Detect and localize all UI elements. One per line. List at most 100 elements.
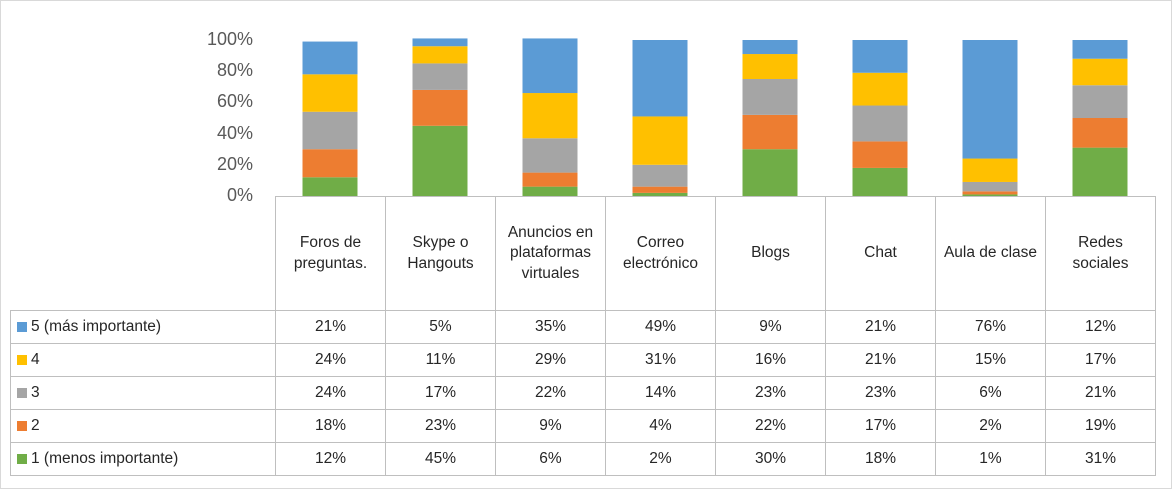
- category-label: Foros de preguntas.: [275, 196, 386, 311]
- table-cell: 23%: [715, 376, 826, 410]
- bar-segment: [522, 186, 578, 196]
- table-cell: 18%: [825, 442, 936, 476]
- bar-segment: [302, 177, 358, 196]
- table-cell: 29%: [495, 343, 606, 377]
- table-cell: 49%: [605, 310, 716, 344]
- table-cell: 12%: [1045, 310, 1156, 344]
- table-cell: 9%: [715, 310, 826, 344]
- legend-label: 3: [31, 383, 40, 401]
- table-cell: 23%: [825, 376, 936, 410]
- bar-segment: [522, 172, 578, 187]
- bar-segment: [962, 181, 1018, 192]
- bar-segment: [302, 74, 358, 112]
- bar-segment: [962, 158, 1018, 182]
- y-tick-label: 80%: [216, 60, 253, 81]
- table-cell: 21%: [825, 343, 936, 377]
- y-tick-label: 40%: [216, 122, 253, 143]
- category-label: Skype o Hangouts: [385, 196, 496, 311]
- table-cell: 22%: [495, 376, 606, 410]
- bar-segment: [632, 116, 688, 165]
- bar-segment: [632, 192, 688, 196]
- bar-segment: [1072, 147, 1128, 196]
- bar-segment: [412, 125, 468, 196]
- table-cell: 14%: [605, 376, 716, 410]
- table-cell: 2%: [605, 442, 716, 476]
- bar-segment: [302, 149, 358, 178]
- category-label: Chat: [825, 196, 936, 311]
- y-tick-label: 0%: [226, 185, 253, 205]
- bar-segment: [302, 41, 358, 75]
- bar-segment: [742, 40, 798, 55]
- bar-segment: [632, 186, 688, 193]
- bar-segment: [852, 72, 908, 106]
- table-cell: 4%: [605, 409, 716, 443]
- bar-segment: [412, 63, 468, 90]
- y-tick-label: 100%: [206, 29, 253, 49]
- y-tick-label: 20%: [216, 153, 253, 174]
- bar-segment: [962, 191, 1018, 195]
- table-cell: 12%: [275, 442, 386, 476]
- bar-segment: [962, 40, 1018, 159]
- bar-segment: [522, 38, 578, 94]
- category-label: Redes sociales: [1045, 196, 1156, 311]
- table-cell: 21%: [825, 310, 936, 344]
- bar-segment: [522, 93, 578, 139]
- legend-label: 1 (menos importante): [31, 449, 179, 467]
- category-label: Correo electrónico: [605, 196, 716, 311]
- table-cell: 16%: [715, 343, 826, 377]
- legend-entry: 1 (menos importante): [10, 442, 276, 476]
- bar-segment: [742, 54, 798, 79]
- bar-segment: [742, 79, 798, 115]
- table-cell: 11%: [385, 343, 496, 377]
- bar-segment: [412, 46, 468, 64]
- bar-segment: [522, 138, 578, 173]
- table-cell: 18%: [275, 409, 386, 443]
- table-cell: 24%: [275, 376, 386, 410]
- bar-segment: [1072, 85, 1128, 118]
- bar-segment: [632, 164, 688, 187]
- legend-entry: 5 (más importante): [10, 310, 276, 344]
- bar-segment: [412, 89, 468, 126]
- legend-label: 5 (más importante): [31, 317, 162, 335]
- table-cell: 35%: [495, 310, 606, 344]
- table-cell: 24%: [275, 343, 386, 377]
- table-cell: 45%: [385, 442, 496, 476]
- legend-label: 2: [31, 416, 40, 434]
- bar-segment: [852, 141, 908, 168]
- bar-segment: [962, 194, 1018, 196]
- bar-segment: [742, 114, 798, 150]
- bar-segment: [1072, 58, 1128, 86]
- table-cell: 17%: [1045, 343, 1156, 377]
- legend-swatch: [17, 421, 27, 431]
- legend-label: 4: [31, 350, 40, 368]
- category-label: Blogs: [715, 196, 826, 311]
- bar-segment: [742, 149, 798, 196]
- table-cell: 30%: [715, 442, 826, 476]
- table-cell: 31%: [605, 343, 716, 377]
- table-cell: 76%: [935, 310, 1046, 344]
- table-cell: 23%: [385, 409, 496, 443]
- table-cell: 21%: [1045, 376, 1156, 410]
- table-cell: 19%: [1045, 409, 1156, 443]
- table-cell: 21%: [275, 310, 386, 344]
- legend-swatch: [17, 388, 27, 398]
- table-cell: 17%: [825, 409, 936, 443]
- bar-segment: [852, 167, 908, 196]
- legend-swatch: [17, 322, 27, 332]
- table-cell: 9%: [495, 409, 606, 443]
- bar-segment: [852, 40, 908, 73]
- table-cell: 31%: [1045, 442, 1156, 476]
- y-tick-label: 60%: [216, 91, 253, 112]
- legend-entry: 3: [10, 376, 276, 410]
- category-label: Anuncios en plataformas virtuales: [495, 196, 606, 311]
- table-cell: 5%: [385, 310, 496, 344]
- bar-segment: [632, 40, 688, 117]
- bar-segment: [302, 111, 358, 150]
- legend-swatch: [17, 355, 27, 365]
- table-cell: 6%: [495, 442, 606, 476]
- table-cell: 17%: [385, 376, 496, 410]
- bar-segment: [852, 105, 908, 142]
- legend-entry: 4: [10, 343, 276, 377]
- bar-segment: [412, 38, 468, 47]
